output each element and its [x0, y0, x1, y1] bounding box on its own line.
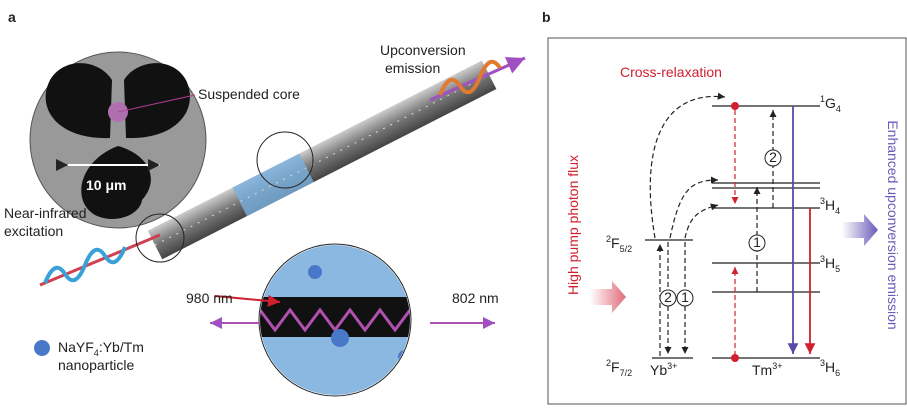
step: 1 [753, 234, 761, 250]
text-part: 4 [836, 104, 841, 114]
text-part: 4 [835, 206, 840, 216]
text-part: H [825, 255, 835, 271]
text-part: 3+ [667, 361, 677, 371]
level-label: 2F7/2 [606, 358, 632, 378]
panel-label: a [8, 9, 16, 25]
core-label: Suspended core [198, 86, 300, 102]
cross-relaxation: Cross-relaxation [620, 64, 722, 80]
step: 1 [681, 289, 689, 305]
step-circles [660, 150, 781, 306]
panel-label: b [542, 9, 551, 25]
figure: a Suspended core 10 μm Upconversion emiss… [0, 0, 907, 415]
pump-arrow [590, 281, 626, 313]
text-part: H [825, 197, 835, 213]
text-part: :Yb/Tm [99, 339, 144, 355]
wavelength-in: 980 nm [186, 290, 233, 306]
dot [731, 354, 739, 362]
level-label: 3H4 [820, 196, 840, 216]
text-part: emission [385, 60, 440, 76]
step: 2 [664, 289, 672, 305]
excitation-label: Near-infrared excitation [4, 205, 86, 239]
text-part: 6 [835, 368, 840, 378]
text-part: Near-infrared [4, 205, 86, 221]
scale-label: 10 μm [86, 177, 126, 193]
text-part: F [611, 359, 620, 375]
text-part: 3+ [772, 361, 782, 371]
text-part: 5/2 [620, 244, 633, 254]
text-part: H [825, 359, 835, 375]
text-part: Yb [650, 362, 667, 378]
excitation-arrow [40, 235, 160, 285]
text-part: 5 [835, 264, 840, 274]
nanoparticle [331, 329, 349, 347]
text-part: NaYF [58, 339, 94, 355]
text-part: nanoparticle [58, 357, 134, 373]
text-part: G [825, 95, 836, 111]
wavelength-out: 802 nm [452, 290, 499, 306]
energy-transfer [685, 205, 718, 238]
zoom-content [255, 245, 415, 395]
level-label: 3H6 [820, 358, 840, 378]
legend-particle [34, 340, 50, 356]
panel-frame [548, 38, 906, 404]
text-part: Upconversion [380, 42, 466, 58]
group: 2 1 2 1 [664, 149, 777, 305]
energy-transfer [650, 96, 725, 238]
upconv-label: Upconversion emission [380, 42, 466, 76]
step: 2 [769, 149, 777, 165]
text-part: F [611, 235, 620, 251]
text-part: 7/2 [620, 368, 633, 378]
level-label: 3H5 [820, 254, 840, 274]
level-label: 1G4 [820, 94, 841, 114]
nanoparticle [308, 265, 322, 279]
dot [731, 102, 739, 110]
nanoparticle [398, 350, 412, 364]
text-part: Tm [752, 362, 772, 378]
ion-label: Yb3+ [650, 361, 677, 378]
pump-label: High pump photon flux [565, 155, 581, 295]
emission-label: Enhanced upconversion emission [885, 120, 901, 329]
level-label: 2F5/2 [606, 234, 632, 254]
ion-label: Tm3+ [752, 361, 782, 378]
energy-transfer [670, 180, 718, 238]
text-part: excitation [4, 223, 63, 239]
emission-arrow [842, 214, 878, 246]
